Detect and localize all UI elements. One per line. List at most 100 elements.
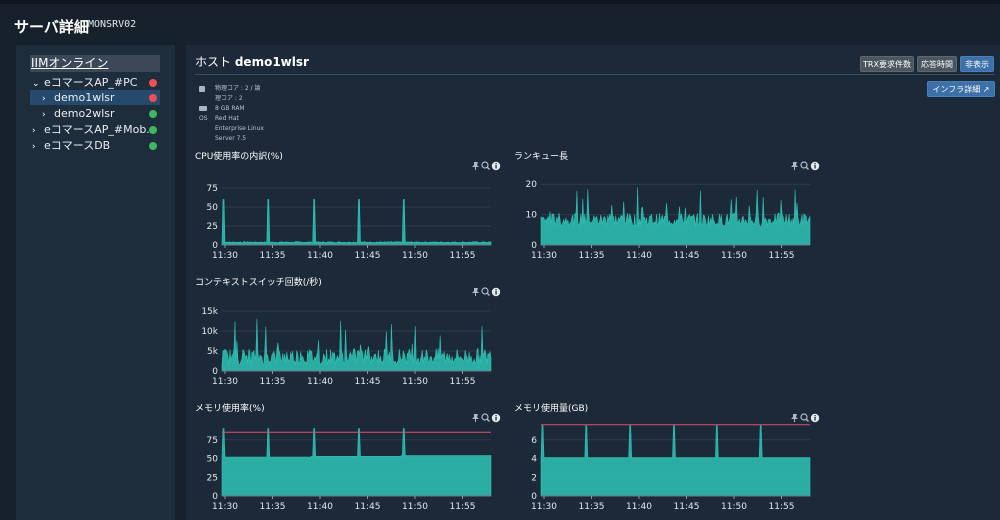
x-tick-label: 11:55 xyxy=(450,251,476,261)
y-tick-label: 50 xyxy=(207,203,219,213)
chart-tools xyxy=(790,149,830,171)
y-tick-label: 0 xyxy=(212,367,218,377)
chart-title: コンテキストスイッチ回数(/秒) xyxy=(195,278,322,288)
hide-button[interactable]: 非表示 xyxy=(960,56,994,72)
tree-item-demo2wlsr[interactable]: › demo2wlsr xyxy=(42,106,160,121)
pin-icon[interactable] xyxy=(791,162,798,170)
y-tick-label: 4 xyxy=(531,455,537,465)
chevron-right-icon[interactable]: › xyxy=(42,94,46,104)
page-title: サーバ詳細 xyxy=(14,18,89,36)
x-tick-label: 11:50 xyxy=(721,502,747,512)
x-tick-label: 11:45 xyxy=(674,251,700,261)
y-tick-label: 0 xyxy=(531,492,537,502)
y-tick-label: 5k xyxy=(207,347,219,357)
series-area xyxy=(540,425,811,497)
chevron-right-icon[interactable]: › xyxy=(32,142,36,152)
y-tick-label: 75 xyxy=(207,184,218,194)
chart-toolbar xyxy=(472,287,501,297)
ram-text: 8 GB RAM xyxy=(215,105,245,112)
main-panel: ホスト demo1wlsr TRX要求件数 応答時間 非表示 インフラ詳細 ↗ … xyxy=(186,45,1000,520)
tree-root[interactable]: IIMオンライン xyxy=(30,55,160,72)
tree-item-ecommerce-mobile[interactable]: › eコマースAP_#Mob... xyxy=(32,122,150,137)
info-icon[interactable] xyxy=(810,413,820,423)
zoom-icon[interactable] xyxy=(481,413,490,422)
x-tick-label: 11:45 xyxy=(355,377,381,387)
tree-item-label: demo1wlsr xyxy=(54,91,115,104)
x-tick-label: 11:55 xyxy=(450,502,476,512)
memory-percent-chart-svg: 0 25 50 75 11:30 11:35 11:40 11:45 11:50 11:55 xyxy=(207,428,492,512)
zoom-icon[interactable] xyxy=(481,161,490,170)
chevron-down-icon[interactable]: ⌄ xyxy=(32,79,40,89)
x-tick-label: 11:30 xyxy=(212,251,238,261)
tree-item-label: demo2wlsr xyxy=(54,107,115,120)
info-icon[interactable] xyxy=(491,161,501,171)
chart-tools xyxy=(790,401,830,423)
x-tick-label: 11:30 xyxy=(212,502,238,512)
tree-item-demo1wlsr[interactable]: › demo1wlsr xyxy=(30,90,160,105)
x-tick-label: 11:35 xyxy=(260,502,286,512)
os-name-1: Red Hat xyxy=(215,115,239,122)
x-tick-label: 11:55 xyxy=(450,377,476,387)
zoom-icon[interactable] xyxy=(481,287,490,296)
y-tick-label: 0 xyxy=(212,492,218,502)
zoom-icon[interactable] xyxy=(800,413,809,422)
x-tick-label: 11:40 xyxy=(307,251,333,261)
info-icon[interactable] xyxy=(491,287,501,297)
status-dot-red xyxy=(149,79,157,87)
host-label: ホスト xyxy=(195,55,232,69)
x-tick-label: 11:50 xyxy=(721,251,747,261)
status-dot-green xyxy=(149,110,157,118)
x-tick-label: 11:30 xyxy=(212,377,238,387)
zoom-icon[interactable] xyxy=(800,161,809,170)
tree-item-label: eコマースAP_#PC xyxy=(44,76,138,89)
cpu-cores-text: 物理コア : 2 / 論 xyxy=(215,85,261,92)
infra-detail-button[interactable]: インフラ詳細 ↗ xyxy=(927,81,995,97)
sidebar: IIMオンライン ⌄ eコマースAP_#PC › demo1wlsr › demo2w… xyxy=(16,45,175,520)
x-tick-label: 11:40 xyxy=(626,251,652,261)
x-tick-label: 11:35 xyxy=(579,251,605,261)
pin-icon[interactable] xyxy=(791,414,798,422)
status-dot-red xyxy=(149,94,157,102)
chart-runqueue: ランキュー長 0 10 20 11:30 11:35 11:40 11:45 11:50 11:… xyxy=(514,149,824,269)
divider xyxy=(195,74,995,75)
chart-toolbar xyxy=(472,413,501,423)
pin-icon[interactable] xyxy=(472,288,479,296)
infra-detail-label: インフラ詳細 xyxy=(932,85,981,94)
top-bar xyxy=(0,0,1000,4)
y-tick-label: 50 xyxy=(207,455,219,465)
chart-tools xyxy=(471,275,511,297)
y-tick-label: 0 xyxy=(212,241,218,251)
pin-icon[interactable] xyxy=(472,414,479,422)
server-name: MONSRV02 xyxy=(88,19,137,30)
chevron-right-icon[interactable]: › xyxy=(42,110,46,120)
status-dot-green xyxy=(149,126,157,134)
response-time-button[interactable]: 応答時間 xyxy=(917,56,957,72)
info-icon[interactable] xyxy=(491,413,501,423)
y-tick-label: 20 xyxy=(526,180,538,190)
y-tick-label: 10 xyxy=(526,211,538,221)
trx-count-button[interactable]: TRX要求件数 xyxy=(860,56,914,72)
tree-item-label: eコマースDB xyxy=(44,139,111,152)
status-dot-green xyxy=(149,142,157,150)
tree-item-ecommerce-pc[interactable]: ⌄ eコマースAP_#PC xyxy=(32,75,162,90)
y-tick-label: 10k xyxy=(201,327,218,337)
series-area xyxy=(540,187,811,246)
x-tick-label: 11:40 xyxy=(626,502,652,512)
x-tick-label: 11:45 xyxy=(674,502,700,512)
os-name-2: Enterprise Linux xyxy=(215,125,264,132)
series-area xyxy=(221,318,492,372)
tree-item-ecommerce-db[interactable]: › eコマースDB xyxy=(32,138,150,153)
pin-icon[interactable] xyxy=(472,162,479,170)
tree-item-label: eコマースAP_#Mob... xyxy=(44,123,150,136)
os-name-3: Server 7.5 xyxy=(215,135,247,142)
x-tick-label: 11:40 xyxy=(307,502,333,512)
x-tick-label: 11:40 xyxy=(307,377,333,387)
x-tick-label: 11:35 xyxy=(579,502,605,512)
x-tick-label: 11:45 xyxy=(355,251,381,261)
chart-memory-percent: メモリ使用率(%) 0 25 50 75 11:30 11:35 11:40 11:45 11:… xyxy=(195,401,505,520)
x-tick-label: 11:30 xyxy=(531,502,557,512)
info-icon[interactable] xyxy=(810,161,820,171)
chevron-right-icon[interactable]: › xyxy=(32,126,36,136)
chart-title: メモリ使用量(GB) xyxy=(514,404,589,414)
cpu-icon xyxy=(199,86,205,92)
